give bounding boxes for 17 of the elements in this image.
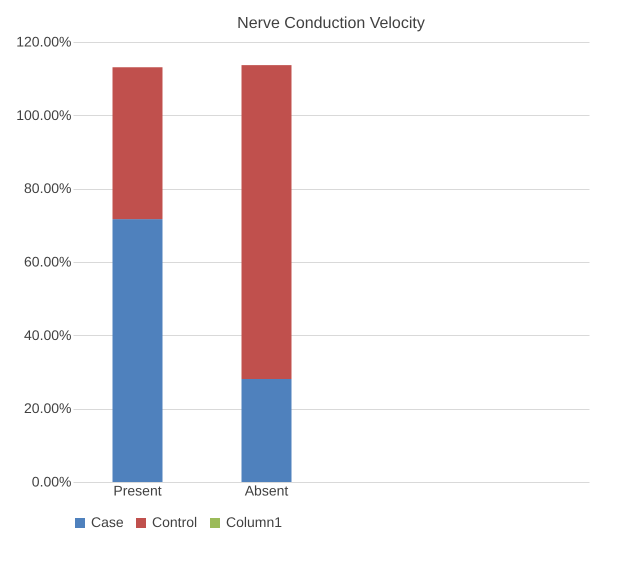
- y-tick-label: 0.00%: [32, 474, 72, 490]
- legend-label: Column1: [226, 514, 282, 530]
- bar: [242, 378, 292, 482]
- chart-title: Nerve Conduction Velocity: [237, 15, 425, 32]
- y-tick-label: 20.00%: [24, 400, 72, 416]
- legend-label: Control: [152, 514, 198, 530]
- y-tick-label: 100.00%: [16, 106, 72, 123]
- legend-label: Case: [91, 514, 124, 530]
- y-tick-label: 40.00%: [24, 326, 72, 343]
- x-tick-label: Present: [113, 482, 162, 498]
- y-tick-label: 120.00%: [16, 34, 72, 50]
- y-tick-label: 80.00%: [24, 180, 72, 196]
- x-tick-label: Absent: [244, 482, 288, 498]
- bar: [112, 219, 162, 482]
- bar: [112, 67, 162, 220]
- bar: [242, 65, 292, 379]
- y-tick-label: 60.00%: [24, 254, 72, 270]
